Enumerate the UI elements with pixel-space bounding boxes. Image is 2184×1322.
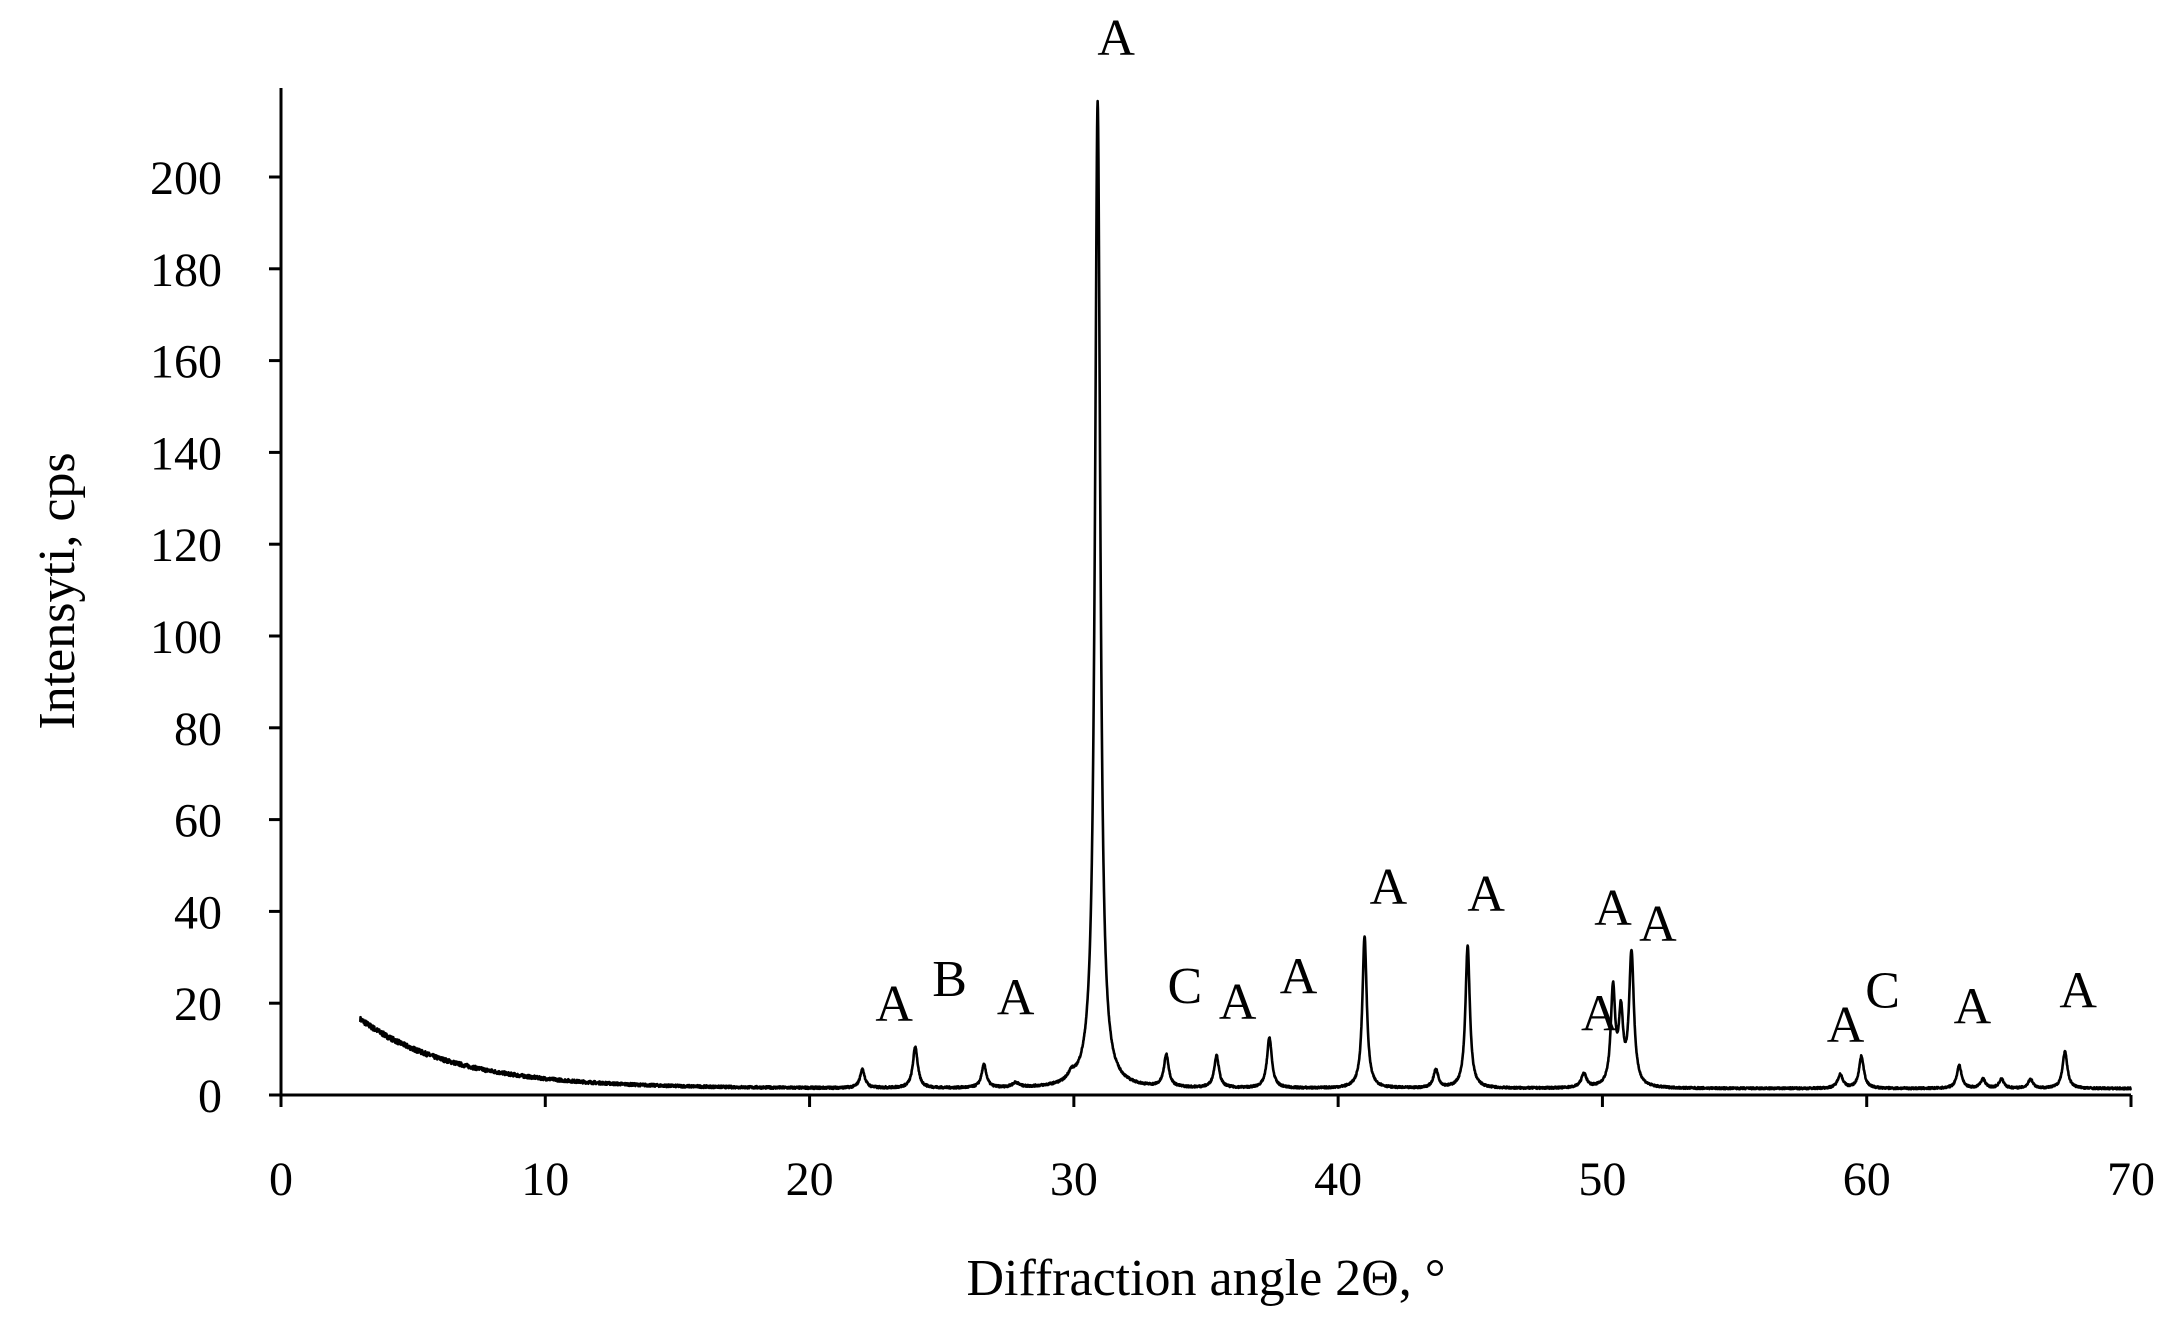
x-tick-label: 20 — [786, 1153, 834, 1206]
peak-annotation-label: A — [1280, 949, 1318, 1006]
peak-annotation-label: C — [1865, 962, 1900, 1019]
peak-annotation-label: A — [1219, 974, 1257, 1031]
plot-area — [358, 99, 2133, 1091]
x-tick-label: 10 — [521, 1153, 569, 1206]
peak-annotation-label: A — [1097, 10, 1135, 67]
axes — [279, 88, 2131, 1097]
peak-annotation-label: A — [1594, 880, 1632, 937]
peak-annotation-label: A — [1581, 985, 1619, 1042]
y-tick-label: 120 — [150, 519, 222, 572]
peak-annotation-label: A — [1467, 866, 1505, 923]
y-tick-label: 60 — [174, 795, 222, 848]
y-tick-label: 200 — [150, 152, 222, 205]
x-tick-label: 70 — [2107, 1153, 2155, 1206]
peak-annotation-label: A — [1370, 859, 1408, 916]
y-tick-label: 40 — [174, 886, 222, 939]
peak-annotation-label: A — [1954, 978, 1992, 1035]
y-tick-label: 180 — [150, 244, 222, 297]
y-tick-label: 100 — [150, 611, 222, 664]
x-tick-label: 0 — [269, 1153, 293, 1206]
x-tick-label: 40 — [1314, 1153, 1362, 1206]
y-axis-title: Intensyti, cps — [29, 452, 86, 729]
peak-annotation-label: C — [1168, 958, 1203, 1015]
peak-annotations: A B AAC A AA A A AA AC A A — [875, 10, 2097, 1054]
diffraction-pattern-line — [358, 99, 2133, 1091]
y-tick-label: 80 — [174, 703, 222, 756]
x-tick-label: 30 — [1050, 1153, 1098, 1206]
peak-annotation-label: A — [997, 969, 1035, 1026]
peak-annotation-label: A — [2059, 962, 2097, 1019]
peak-annotation-label: A — [1639, 896, 1677, 953]
y-tick-label: 160 — [150, 336, 222, 389]
x-tick-label: 60 — [1843, 1153, 1891, 1206]
peak-annotation-label: A — [875, 976, 913, 1033]
peak-annotation-label: A — [1827, 997, 1865, 1054]
y-tick-label: 140 — [150, 427, 222, 480]
x-axis-title: Diffraction angle 2Θ, ° — [966, 1250, 1445, 1307]
y-tick-label: 20 — [174, 978, 222, 1031]
peak-annotation-label: B — [932, 951, 967, 1008]
tick-marks-and-labels: 0 10 20 30 40 50 60 70 0 20 40 60 80 100 120 140 160 180 2… — [150, 152, 2155, 1206]
y-tick-label: 0 — [198, 1070, 222, 1123]
x-tick-label: 50 — [1578, 1153, 1626, 1206]
